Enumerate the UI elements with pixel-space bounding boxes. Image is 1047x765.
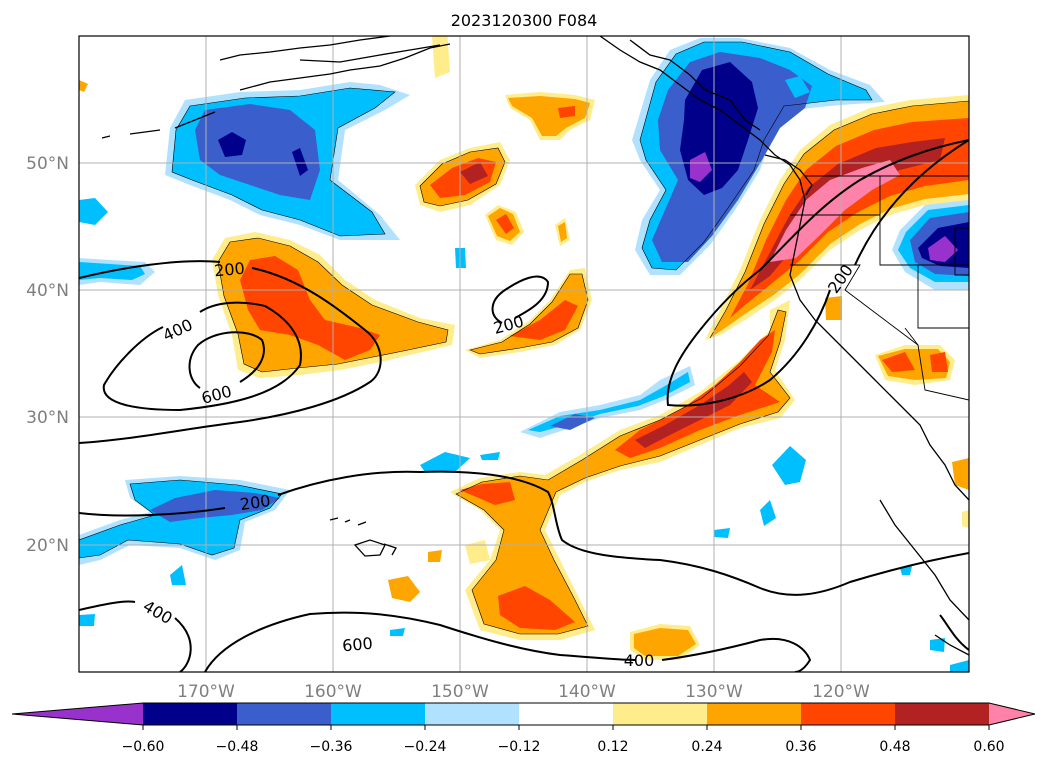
colorbar-tick-label: −0.48 bbox=[216, 739, 259, 755]
colorbar-tick-label: 0.36 bbox=[785, 739, 816, 755]
colorbar-tick-label: −0.36 bbox=[310, 739, 353, 755]
colorbar-tick-label: 0.60 bbox=[973, 739, 1004, 755]
figure-title: 2023120300 F084 bbox=[451, 11, 598, 30]
colorbar-tick-label: −0.60 bbox=[122, 739, 165, 755]
lon-label-160w: 160°W bbox=[304, 682, 362, 702]
lon-label-140w: 140°W bbox=[558, 682, 616, 702]
contour-label-400-south: 400 bbox=[624, 651, 655, 670]
gridlines bbox=[79, 36, 969, 672]
colorbar-tick-label: 0.48 bbox=[879, 739, 910, 755]
lat-label-20n: 20°N bbox=[26, 536, 69, 556]
lon-label-120w: 120°W bbox=[812, 682, 870, 702]
colorbar-segment bbox=[143, 703, 238, 725]
colorbar-extend-low bbox=[12, 703, 143, 725]
contour-label-600-south: 600 bbox=[341, 634, 373, 656]
lon-label-170w: 170°W bbox=[177, 682, 235, 702]
colorbar-segment bbox=[895, 703, 990, 725]
colorbar-segment bbox=[707, 703, 802, 725]
negative-field-nw-pacific bbox=[165, 82, 410, 240]
lat-label-50n: 50°N bbox=[26, 154, 69, 174]
colorbar-segment bbox=[613, 703, 708, 725]
colorbar-tick-label: −0.12 bbox=[498, 739, 541, 755]
colorbar: −0.60 −0.48 −0.36 −0.24 −0.12 0.12 0.24 0.36 0.4… bbox=[11, 702, 1036, 755]
positive-field-subtropical-band bbox=[450, 300, 795, 640]
lat-label-40n: 40°N bbox=[26, 281, 69, 301]
map-border bbox=[78, 35, 970, 673]
negative-field-subtropical bbox=[79, 476, 290, 565]
hawaiian-islands bbox=[329, 517, 397, 557]
colorbar-segment bbox=[801, 703, 896, 725]
contour-lines bbox=[79, 139, 969, 672]
contour-label-200-subtropical: 200 bbox=[239, 491, 272, 514]
lat-label-30n: 30°N bbox=[26, 408, 69, 428]
lon-label-130w: 130°W bbox=[685, 682, 743, 702]
contour-label-200: 200 bbox=[213, 259, 245, 281]
colorbar-segment bbox=[331, 703, 426, 725]
colorbar-segment bbox=[237, 703, 332, 725]
map-area: 200 400 600 200 200 200 400 600 400 bbox=[79, 36, 969, 672]
latitude-labels: 50°N 40°N 30°N 20°N bbox=[26, 154, 69, 556]
coastlines bbox=[101, 36, 969, 656]
colorbar-extend-high bbox=[989, 703, 1035, 725]
lon-label-150w: 150°W bbox=[431, 682, 489, 702]
colorbar-segment bbox=[519, 703, 614, 725]
colorbar-tick-label: 0.24 bbox=[691, 739, 722, 755]
positive-field-atmospheric-river bbox=[705, 95, 969, 340]
negative-field-great-basin bbox=[892, 198, 969, 290]
political-borders bbox=[790, 175, 969, 401]
colorbar-tick-label: 0.12 bbox=[597, 739, 628, 755]
colorbar-segment bbox=[425, 703, 520, 725]
colorbar-tick-label: −0.24 bbox=[404, 739, 447, 755]
longitude-labels: 170°W 160°W 150°W 140°W 130°W 120°W bbox=[177, 682, 870, 702]
